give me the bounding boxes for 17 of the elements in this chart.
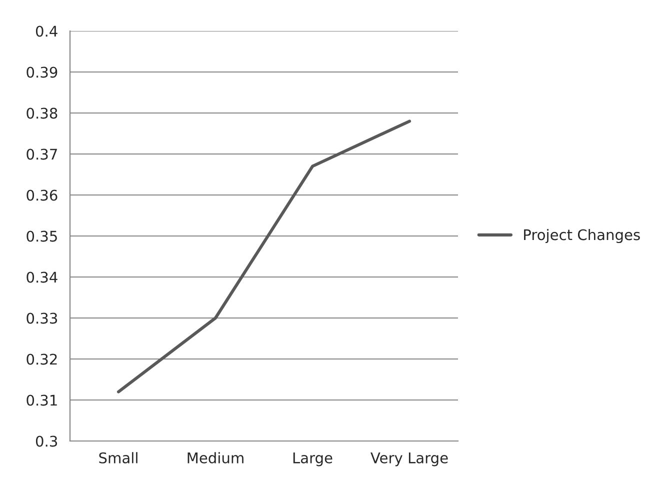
y-tick-label: 0.35 bbox=[26, 230, 57, 242]
y-tick-label: 0.31 bbox=[26, 394, 57, 406]
y-tick-label: 0.36 bbox=[26, 190, 58, 201]
x-tick-label: Large bbox=[293, 452, 332, 466]
legend-label: Project Changes bbox=[524, 228, 640, 244]
x-tick-label: Very Large bbox=[370, 452, 448, 466]
line-series bbox=[116, 120, 412, 394]
y-tick-label: 0.33 bbox=[26, 312, 58, 324]
y-tick-label: 0.37 bbox=[26, 148, 57, 160]
y-tick-label: 0.34 bbox=[26, 272, 58, 283]
y-tick-label: 0.39 bbox=[26, 66, 58, 78]
y-tick-label: 0.3 bbox=[36, 436, 58, 447]
y-tick-label: 0.38 bbox=[26, 108, 58, 119]
x-tick-label: Medium bbox=[188, 452, 244, 464]
y-tick-label: 0.4 bbox=[36, 26, 58, 37]
y-tick-label: 0.32 bbox=[26, 354, 57, 365]
x-tick-label: Small bbox=[99, 452, 138, 464]
